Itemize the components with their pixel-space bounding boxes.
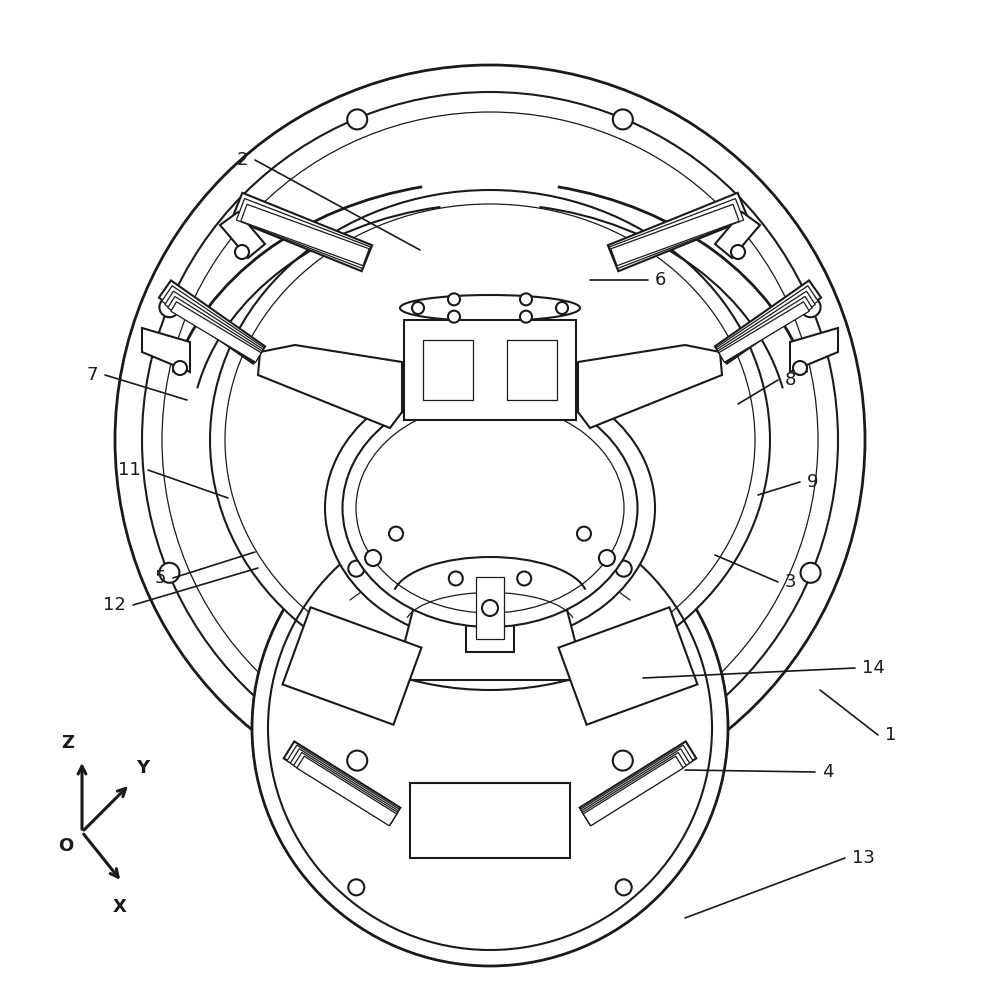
- Polygon shape: [258, 345, 402, 428]
- Circle shape: [365, 550, 381, 566]
- Polygon shape: [287, 745, 400, 825]
- Circle shape: [793, 361, 807, 375]
- Ellipse shape: [400, 295, 580, 321]
- Circle shape: [173, 361, 187, 375]
- Circle shape: [347, 751, 367, 771]
- Text: 2: 2: [237, 151, 248, 169]
- Circle shape: [348, 561, 364, 577]
- Polygon shape: [717, 291, 815, 363]
- Polygon shape: [715, 212, 760, 258]
- Polygon shape: [578, 345, 722, 428]
- Circle shape: [520, 311, 532, 323]
- Polygon shape: [608, 193, 748, 271]
- Circle shape: [449, 571, 463, 585]
- Polygon shape: [716, 286, 818, 363]
- Polygon shape: [283, 741, 401, 825]
- Polygon shape: [159, 280, 265, 364]
- Polygon shape: [580, 741, 697, 825]
- Text: 12: 12: [103, 596, 126, 614]
- Text: 7: 7: [86, 366, 98, 384]
- Circle shape: [412, 302, 424, 314]
- Polygon shape: [476, 577, 504, 639]
- Polygon shape: [165, 291, 263, 363]
- Circle shape: [252, 490, 728, 966]
- Polygon shape: [282, 607, 421, 725]
- Polygon shape: [142, 328, 190, 372]
- Text: 9: 9: [807, 473, 818, 491]
- Text: 6: 6: [655, 271, 666, 289]
- Text: X: X: [113, 898, 127, 916]
- Text: 8: 8: [785, 371, 796, 389]
- Polygon shape: [718, 296, 812, 363]
- Circle shape: [612, 109, 633, 129]
- Polygon shape: [297, 756, 397, 826]
- Polygon shape: [609, 199, 744, 268]
- Text: O: O: [59, 837, 74, 855]
- Circle shape: [520, 293, 532, 305]
- Text: 11: 11: [118, 461, 141, 479]
- Text: Z: Z: [62, 734, 75, 752]
- Text: 3: 3: [785, 573, 796, 591]
- Polygon shape: [232, 193, 372, 271]
- Circle shape: [800, 563, 821, 583]
- Polygon shape: [162, 286, 264, 363]
- Polygon shape: [423, 340, 473, 400]
- Circle shape: [577, 527, 591, 541]
- Text: 4: 4: [822, 763, 834, 781]
- Ellipse shape: [325, 373, 655, 643]
- Polygon shape: [583, 756, 683, 826]
- Circle shape: [615, 561, 632, 577]
- Circle shape: [612, 751, 633, 771]
- Polygon shape: [293, 752, 398, 826]
- Polygon shape: [168, 296, 262, 363]
- Polygon shape: [581, 749, 690, 825]
- Polygon shape: [290, 749, 399, 825]
- Ellipse shape: [210, 190, 770, 690]
- Polygon shape: [220, 212, 265, 258]
- Polygon shape: [582, 752, 687, 826]
- Circle shape: [115, 65, 865, 815]
- Circle shape: [731, 245, 745, 259]
- Text: 13: 13: [852, 849, 875, 867]
- Circle shape: [159, 297, 179, 317]
- Polygon shape: [715, 280, 821, 364]
- Polygon shape: [466, 564, 514, 652]
- Circle shape: [347, 109, 367, 129]
- Polygon shape: [559, 607, 698, 725]
- Circle shape: [159, 563, 179, 583]
- Text: 14: 14: [862, 659, 885, 677]
- Polygon shape: [410, 782, 570, 857]
- Circle shape: [615, 879, 632, 895]
- Circle shape: [348, 879, 364, 895]
- Polygon shape: [237, 199, 371, 268]
- Circle shape: [389, 527, 403, 541]
- Circle shape: [142, 92, 838, 788]
- Polygon shape: [790, 328, 838, 372]
- Polygon shape: [395, 602, 585, 680]
- Circle shape: [482, 600, 498, 616]
- Circle shape: [448, 293, 460, 305]
- Text: Y: Y: [136, 759, 149, 777]
- Polygon shape: [404, 320, 576, 420]
- Text: 5: 5: [154, 569, 166, 587]
- Polygon shape: [241, 204, 369, 266]
- Circle shape: [235, 245, 249, 259]
- Polygon shape: [719, 302, 809, 362]
- Circle shape: [599, 550, 615, 566]
- Ellipse shape: [343, 389, 637, 627]
- Polygon shape: [171, 302, 261, 362]
- Circle shape: [800, 297, 821, 317]
- Circle shape: [556, 302, 568, 314]
- Polygon shape: [507, 340, 557, 400]
- Circle shape: [448, 311, 460, 323]
- Polygon shape: [580, 745, 693, 825]
- Polygon shape: [611, 204, 740, 266]
- Circle shape: [517, 571, 531, 585]
- Text: 1: 1: [885, 726, 897, 744]
